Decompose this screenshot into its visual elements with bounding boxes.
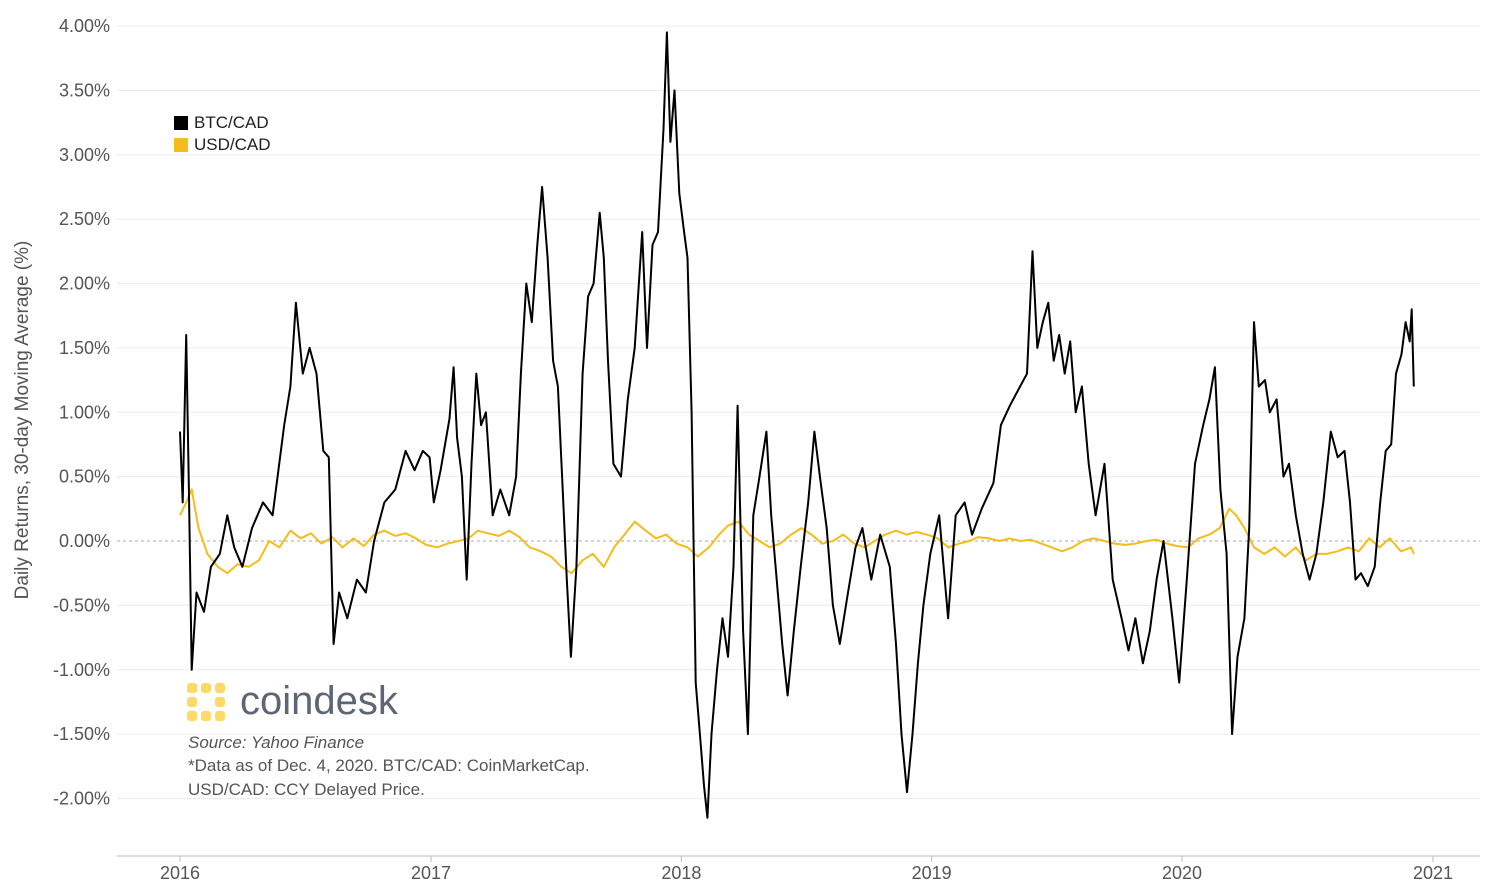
y-tick-label: 1.50% xyxy=(59,338,110,358)
y-tick-label: 1.00% xyxy=(59,402,110,422)
coindesk-wordmark: coindesk xyxy=(240,679,399,723)
x-tick-label: 2017 xyxy=(411,863,451,883)
y-tick-label: 3.50% xyxy=(59,80,110,100)
source-line-2: *Data as of Dec. 4, 2020. BTC/CAD: CoinM… xyxy=(188,756,590,775)
legend-swatch-usd-cad xyxy=(174,138,188,152)
x-tick-label: 2018 xyxy=(661,863,701,883)
y-tick-label: 0.00% xyxy=(59,531,110,551)
y-tick-label: -1.00% xyxy=(53,660,110,680)
y-axis-ticks: 4.00% 3.50% 3.00% 2.50% 2.00% 1.50% 1.00% 0.50%… xyxy=(53,16,110,809)
x-tick-label: 2016 xyxy=(160,863,200,883)
y-tick-label: -1.50% xyxy=(53,724,110,744)
series-lines xyxy=(179,31,1415,819)
x-tick-label: 2021 xyxy=(1413,863,1453,883)
y-tick-label: -0.50% xyxy=(53,595,110,615)
series-line-btc-cad xyxy=(179,31,1415,819)
y-tick-label: 0.50% xyxy=(59,467,110,487)
y-tick-label: 4.00% xyxy=(59,16,110,36)
series-line-usd-cad xyxy=(179,488,1415,575)
source-line-3: USD/CAD: CCY Delayed Price. xyxy=(188,780,425,799)
y-tick-label: 3.00% xyxy=(59,145,110,165)
y-tick-label: -2.00% xyxy=(53,789,110,809)
legend-label-btc-cad: BTC/CAD xyxy=(194,113,269,132)
x-tick-label: 2019 xyxy=(912,863,952,883)
coindesk-logo: coindesk xyxy=(187,679,399,723)
y-tick-label: 2.00% xyxy=(59,274,110,294)
y-tick-label: 2.50% xyxy=(59,209,110,229)
source-line-1: Source: Yahoo Finance xyxy=(188,733,364,752)
y-axis-title: Daily Returns, 30-day Moving Average (%) xyxy=(12,241,33,600)
legend-swatch-btc-cad xyxy=(174,116,188,130)
x-axis-ticks: 2016 2017 2018 2019 2020 2021 xyxy=(160,856,1453,883)
legend-label-usd-cad: USD/CAD xyxy=(194,135,271,154)
legend: BTC/CAD USD/CAD xyxy=(174,113,271,154)
source-note: Source: Yahoo Finance *Data as of Dec. 4… xyxy=(188,733,590,799)
x-tick-label: 2020 xyxy=(1162,863,1202,883)
coindesk-logo-icon xyxy=(187,683,225,721)
